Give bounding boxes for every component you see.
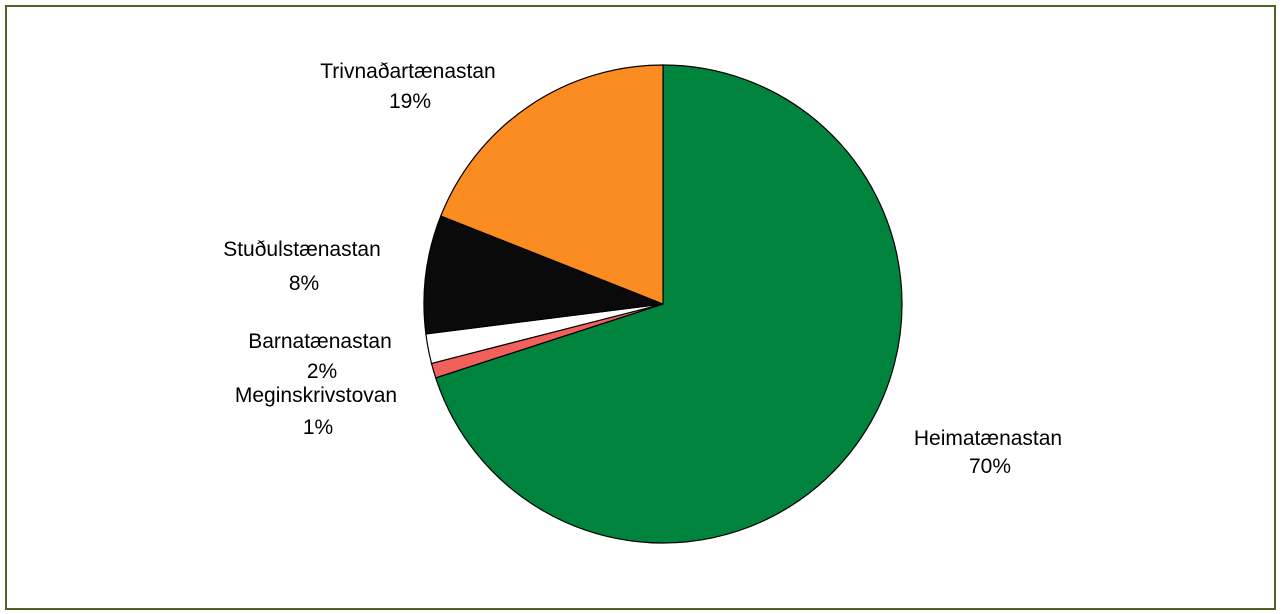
- slice-label-trivnadartaenastan: Trivnaðartænastan: [320, 60, 495, 83]
- slice-pct-heimataenastan: 70%: [969, 455, 1011, 478]
- slice-label-studulstaenastan: Stuðulstænastan: [223, 238, 381, 261]
- slice-label-meginskrivstovan: Meginskrivstovan: [235, 384, 397, 407]
- pie-slice-4: [440, 64, 664, 305]
- slice-pct-studulstaenastan: 8%: [289, 272, 319, 295]
- pie-slices: [423, 64, 903, 544]
- pie-slice-3: [423, 215, 664, 335]
- slice-pct-barnataenastan: 2%: [307, 360, 337, 383]
- pie-slice-0: [434, 64, 903, 544]
- slice-pct-trivnadartaenastan: 19%: [389, 90, 431, 113]
- slice-label-barnataenastan: Barnatænastan: [248, 330, 392, 353]
- slice-label-heimataenastan: Heimatænastan: [914, 427, 1062, 450]
- slice-pct-meginskrivstovan: 1%: [303, 416, 333, 439]
